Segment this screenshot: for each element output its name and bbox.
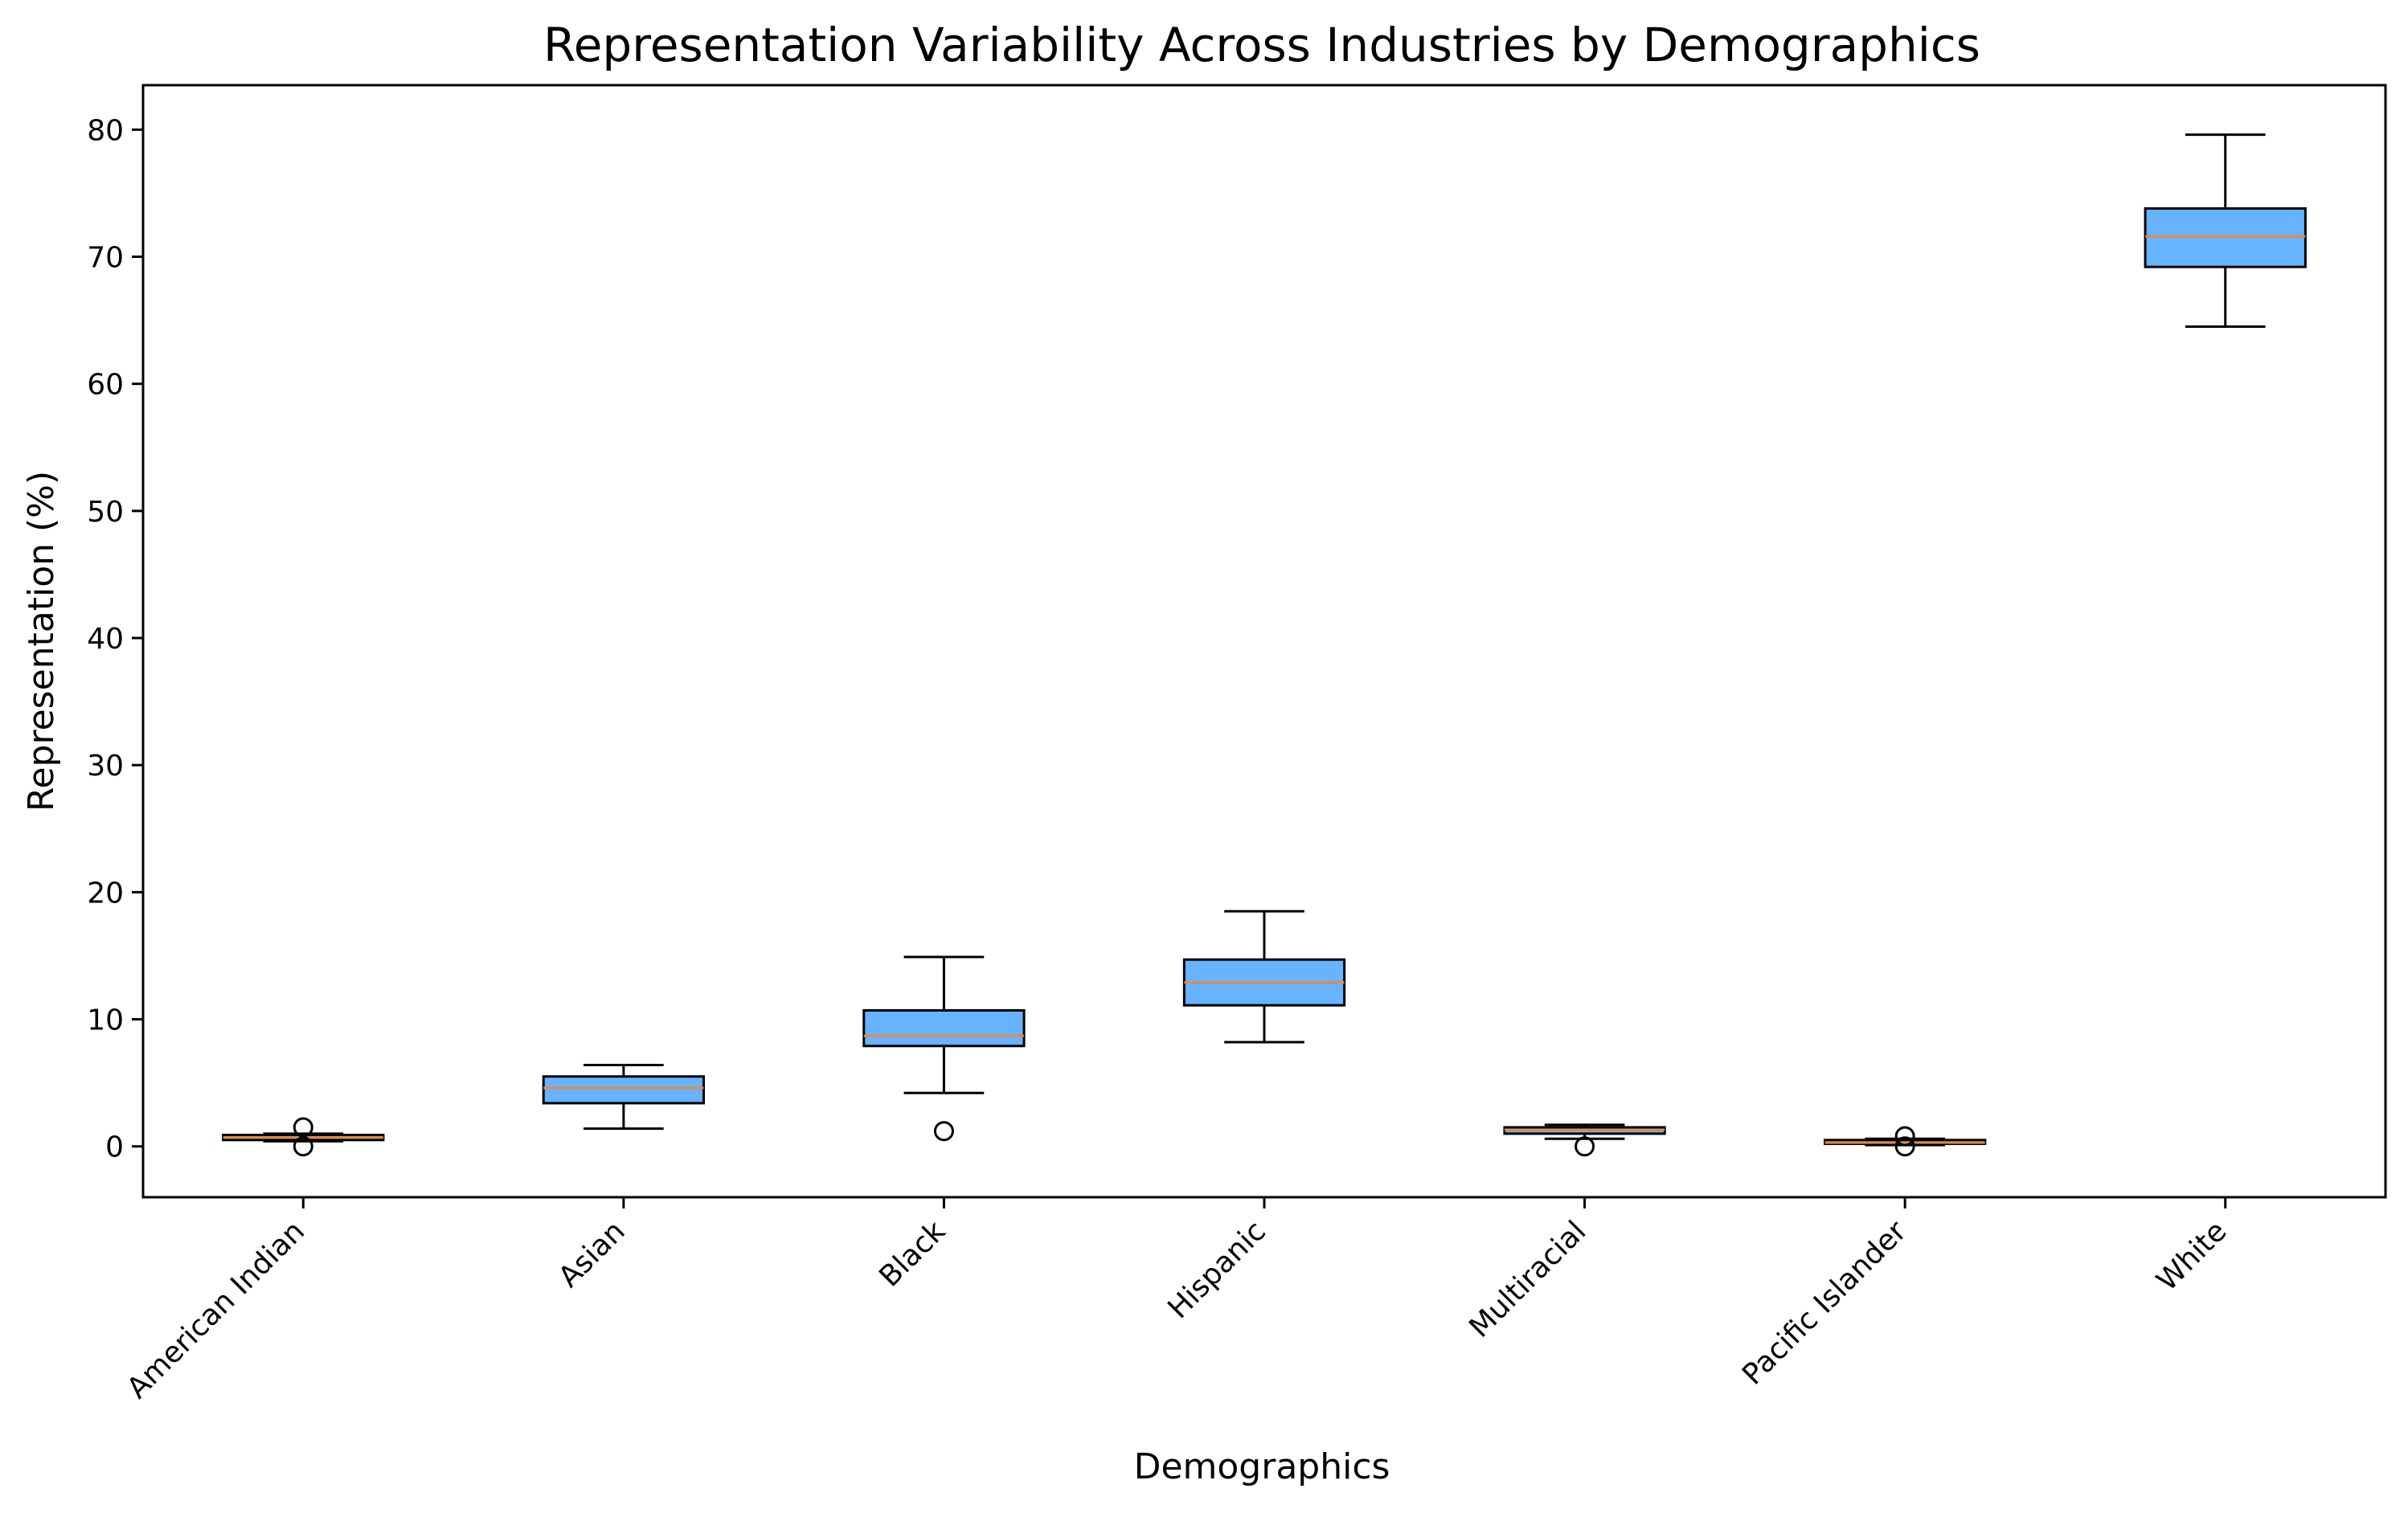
outlier-point [933,1121,954,1142]
x-tick-label: Multiracial [1463,1215,1592,1344]
box-iqr [542,1075,706,1105]
outlier-point [1894,1136,1915,1157]
box-multiracial [1503,1123,1666,1157]
box-iqr [2144,207,2307,268]
x-axis-label: Demographics [1134,1446,1390,1487]
box-hispanic [1182,910,1346,1044]
y-tick-label: 30 [87,750,124,783]
y-tick-label: 40 [87,623,124,656]
outlier-point [1575,1136,1595,1157]
outlier-point [293,1136,313,1157]
box-american-indian [222,1117,385,1157]
box-black [862,955,1026,1142]
outlier-point [293,1117,313,1138]
box-pacific-islander [1824,1126,1987,1157]
box-white [2144,133,2307,329]
chart-title: Representation Variability Across Indust… [543,18,1980,72]
y-tick-label: 60 [87,369,124,402]
y-axis: 0 10 20 30 40 50 60 70 80 [87,114,143,1164]
x-tick-label: Hispanic [1161,1215,1272,1325]
x-tick-label: American Indian [121,1215,311,1405]
y-tick-label: 50 [87,496,124,529]
y-tick-label: 70 [87,242,124,275]
y-axis-label: Representation (%) [21,471,62,812]
y-tick-label: 10 [87,1004,124,1037]
y-tick-label: 0 [105,1131,124,1164]
x-tick-label: Asian [552,1215,631,1294]
x-tick-label: White [2151,1215,2234,1298]
x-tick-label: Black [873,1215,952,1294]
y-tick-label: 80 [87,114,124,147]
y-tick-label: 20 [87,877,124,910]
box-series [222,133,2307,1157]
box-iqr [862,1008,1026,1048]
x-tick-label: Pacific Islander [1736,1215,1913,1392]
x-axis: American Indian Asian Black Hispanic Multira… [121,1197,2234,1405]
box-asian [542,1064,706,1131]
outlier-point [1894,1126,1915,1147]
